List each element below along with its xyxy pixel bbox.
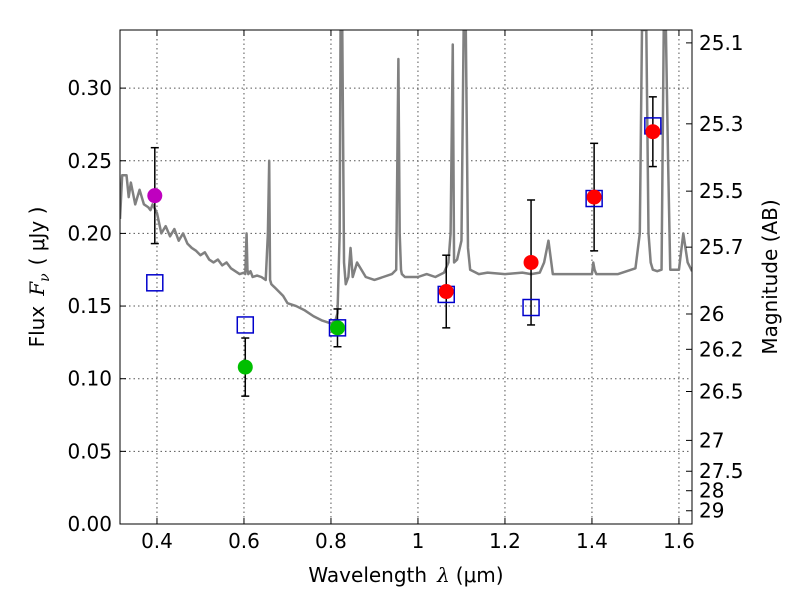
- observed-flux-point: [438, 284, 454, 300]
- x-tick-label: 0.6: [228, 529, 260, 553]
- x-tick-label: 0.8: [315, 529, 347, 553]
- y2-tick-label: 26.2: [699, 337, 744, 361]
- observed-flux-point: [645, 124, 661, 140]
- y2-tick-label: 26: [699, 302, 724, 326]
- x-tick-label: 0.4: [141, 529, 173, 553]
- x-tick-label: 1: [412, 529, 425, 553]
- observed-flux-point: [329, 320, 345, 336]
- y-tick-label: 0.20: [67, 221, 112, 245]
- model-photometry-square: [522, 298, 540, 317]
- y-axis-title: FluxFν( μJy ): [25, 207, 53, 348]
- model-photometry-square: [236, 316, 255, 334]
- model-photometry-square: [146, 274, 164, 292]
- x-tick-label: 1.6: [663, 529, 695, 553]
- y-tick-label: 0.30: [67, 76, 112, 100]
- model-photometry-square: [328, 319, 347, 337]
- x-tick-label: 1.4: [576, 529, 608, 553]
- y2-tick-label: 27.5: [699, 459, 744, 483]
- y-tick-label: 0.25: [67, 149, 112, 173]
- observed-flux-point: [237, 359, 253, 375]
- y2-tick-label: 27: [699, 428, 724, 452]
- plot-frame: [119, 29, 693, 525]
- observed-flux-point: [523, 254, 539, 270]
- y-tick-label: 0.15: [67, 294, 112, 318]
- model-spectrum-line: [120, 30, 692, 325]
- observed-flux-point: [586, 189, 602, 205]
- x-tick-label: 1.2: [489, 529, 521, 553]
- y2-tick-label: 25.1: [699, 31, 744, 55]
- y-tick-label: 0.10: [67, 367, 112, 391]
- model-spectrum-layer: [120, 30, 692, 325]
- y2-tick-label: 25.3: [699, 112, 744, 136]
- y2-tick-label: 25.7: [699, 235, 744, 259]
- y2-tick-label: 28: [699, 479, 724, 503]
- observed-flux-point: [147, 188, 163, 204]
- y2-axis-title: Magnitude (AB): [758, 199, 782, 354]
- y2-tick-label: 26.5: [699, 379, 744, 403]
- axis-ticks: 0.4 0.6 0.8 1 1.2 1.4 1.6 0.00 0.05 0.10 0.15 0.20 0…: [67, 30, 744, 553]
- data-markers: [146, 117, 662, 375]
- y-tick-label: 0.05: [67, 439, 112, 463]
- y-tick-label: 0.00: [67, 512, 112, 536]
- x-axis-title: Wavelength λ (μm): [308, 563, 503, 587]
- y2-tick-label: 29: [699, 499, 724, 523]
- y2-tick-label: 25.5: [699, 179, 744, 203]
